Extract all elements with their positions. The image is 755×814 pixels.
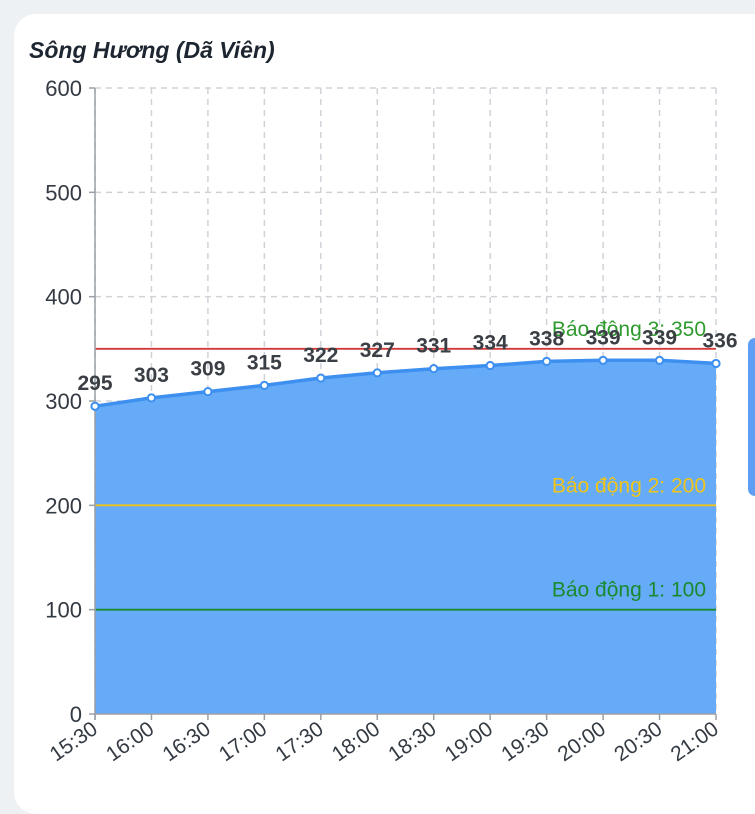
- data-label: 322: [303, 344, 338, 367]
- area-fill: [95, 360, 716, 714]
- data-point: [429, 364, 439, 374]
- threshold-label: Báo động 1: 100: [552, 579, 706, 602]
- data-point: [598, 355, 608, 365]
- data-label: 334: [473, 332, 508, 355]
- x-tick-label: 17:00: [215, 717, 271, 766]
- data-point: [203, 387, 213, 397]
- side-panel-tab[interactable]: [748, 338, 755, 496]
- data-label: 295: [77, 372, 112, 395]
- y-tick-label: 500: [45, 180, 82, 205]
- data-label: 336: [702, 329, 737, 352]
- y-tick-label: 300: [45, 389, 82, 414]
- data-point: [259, 380, 269, 390]
- chart-title: Sông Hương (Dã Viên): [29, 37, 275, 63]
- data-label: 315: [247, 351, 282, 374]
- data-point: [485, 360, 495, 371]
- y-tick-label: 100: [45, 598, 82, 623]
- threshold-lines: Báo động 1: 100 Báo động 2: 200 Báo động 3…: [95, 318, 716, 611]
- data-label: 331: [416, 335, 451, 358]
- data-point: [542, 356, 552, 366]
- threshold-label: Báo động 2: 200: [552, 474, 706, 497]
- x-tick-label: 20:00: [554, 717, 610, 766]
- y-tick-label: 400: [45, 285, 82, 310]
- data-point: [711, 358, 721, 369]
- x-tick-label: 16:30: [159, 717, 215, 766]
- x-tick-label: 16:00: [102, 717, 158, 766]
- data-label: 303: [134, 364, 169, 387]
- data-point: [316, 373, 326, 383]
- data-label: 309: [190, 358, 225, 381]
- x-tick-label: 20:30: [610, 717, 666, 766]
- series-line: [94, 358, 717, 408]
- data-label: 338: [529, 327, 564, 350]
- data-label: 327: [360, 339, 395, 362]
- data-label: 339: [642, 326, 677, 349]
- data-points: [90, 355, 721, 411]
- threshold-label: Báo động 3: 350: [552, 318, 706, 341]
- data-point: [90, 401, 100, 411]
- x-tick-label: 18:30: [384, 717, 440, 766]
- x-tick-label: 21:00: [667, 717, 723, 766]
- x-tick-label: 19:00: [441, 717, 497, 766]
- x-tick-label: 17:30: [271, 717, 327, 766]
- x-tick-label: 18:00: [328, 717, 384, 766]
- data-labels: 295 303 309 315 322 327 331 334 338 339 339 336: [77, 326, 737, 395]
- data-point: [146, 393, 157, 403]
- y-tick-label: 200: [45, 493, 82, 518]
- y-tick-label: 600: [45, 76, 82, 101]
- data-point: [654, 355, 665, 365]
- y-tick-label: 0: [70, 702, 82, 727]
- x-tick-label: 19:30: [497, 717, 553, 766]
- data-label: 339: [586, 326, 621, 349]
- data-point: [372, 368, 382, 378]
